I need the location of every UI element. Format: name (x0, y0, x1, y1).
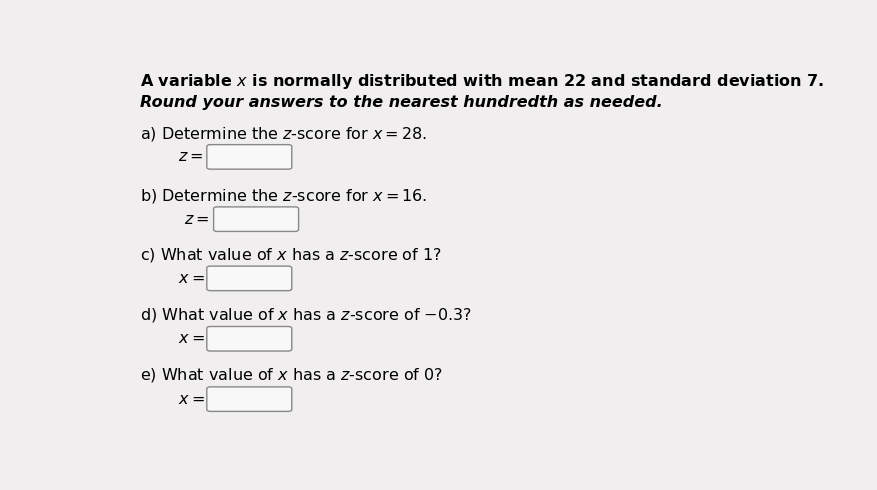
Text: b) Determine the $z$-score for $x = 16.$: b) Determine the $z$-score for $x = 16.$ (140, 187, 427, 205)
Text: $x =$: $x =$ (178, 392, 204, 407)
Text: A variable $x$ is normally distributed with mean 22 and standard deviation 7.: A variable $x$ is normally distributed w… (140, 72, 824, 91)
Text: $x =$: $x =$ (178, 271, 204, 286)
FancyBboxPatch shape (207, 387, 292, 412)
FancyBboxPatch shape (207, 326, 292, 351)
FancyBboxPatch shape (214, 207, 298, 231)
Text: Round your answers to the nearest hundredth as needed.: Round your answers to the nearest hundre… (140, 95, 663, 110)
Text: c) What value of $x$ has a $z$-score of 1?: c) What value of $x$ has a $z$-score of … (140, 245, 442, 264)
Text: e) What value of $x$ has a $z$-score of 0?: e) What value of $x$ has a $z$-score of … (140, 367, 443, 384)
FancyBboxPatch shape (207, 266, 292, 291)
Text: $x =$: $x =$ (178, 331, 204, 346)
Text: $z =$: $z =$ (184, 212, 210, 227)
FancyBboxPatch shape (207, 145, 292, 169)
Text: d) What value of $x$ has a $z$-score of $-0.3$?: d) What value of $x$ has a $z$-score of … (140, 306, 472, 324)
Text: $z =$: $z =$ (178, 149, 203, 165)
Text: a) Determine the $z$-score for $x = 28.$: a) Determine the $z$-score for $x = 28.$ (140, 125, 427, 143)
